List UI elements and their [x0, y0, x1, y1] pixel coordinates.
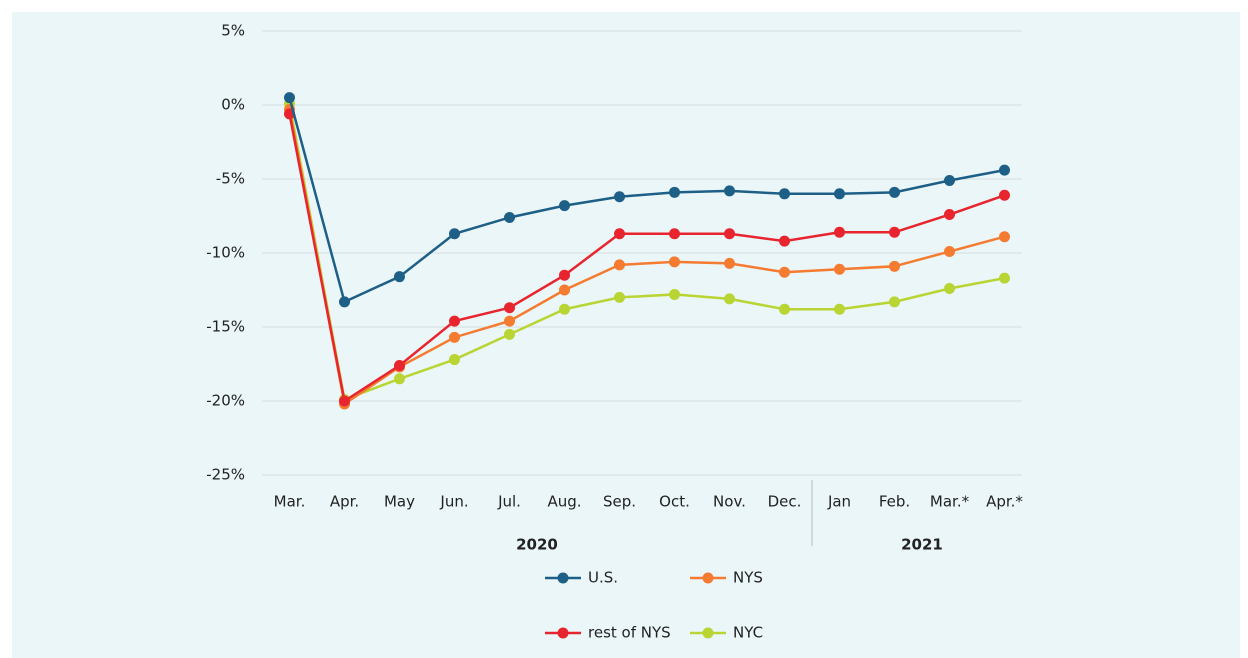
point: [394, 373, 405, 385]
point: [394, 359, 405, 371]
series-line: [288, 113, 1005, 404]
x-tick-label: Mar.*: [930, 493, 970, 511]
point: [889, 226, 900, 238]
legend-dot: [702, 627, 714, 639]
point: [559, 284, 570, 296]
point: [669, 256, 680, 268]
point: [779, 303, 790, 315]
point: [284, 92, 295, 104]
series-line: [288, 97, 1005, 304]
point: [944, 283, 955, 295]
point: [449, 354, 460, 366]
legend-label: NYS: [733, 569, 763, 587]
point: [504, 315, 515, 327]
point: [339, 395, 350, 407]
x-tick-label: Aug.: [547, 493, 581, 511]
y-tick-label: -5%: [216, 170, 245, 188]
x-tick-label: Apr.: [330, 493, 359, 511]
legend-label: U.S.: [588, 569, 618, 587]
x-tick-label: Jun.: [439, 493, 468, 511]
point: [834, 226, 845, 238]
x-tick-label: Nov.: [713, 493, 746, 511]
point: [889, 296, 900, 308]
point: [724, 185, 735, 197]
point: [504, 302, 515, 314]
point: [999, 272, 1010, 284]
point: [779, 188, 790, 200]
point: [779, 266, 790, 278]
x-tick-label: May: [384, 493, 415, 511]
legend-dot: [557, 627, 569, 639]
chart-background: [12, 12, 1240, 658]
point: [779, 235, 790, 247]
point: [339, 296, 350, 308]
point: [614, 228, 625, 240]
x-tick-label: Feb.: [879, 493, 910, 511]
y-tick-label: -20%: [206, 392, 245, 410]
y-tick-label: 5%: [221, 22, 245, 40]
point: [834, 263, 845, 275]
point: [559, 200, 570, 212]
point: [724, 257, 735, 269]
legend-dot: [557, 572, 569, 584]
point: [944, 246, 955, 258]
point: [999, 231, 1010, 243]
point: [889, 260, 900, 272]
x-tick-label: Mar.: [274, 493, 306, 511]
legend-label: rest of NYS: [588, 624, 671, 642]
x-tick-label: Jan: [827, 493, 851, 511]
x-tick-label: Dec.: [768, 493, 802, 511]
point: [504, 211, 515, 223]
legend-dot: [702, 572, 714, 584]
point: [724, 228, 735, 240]
point: [999, 164, 1010, 176]
x-tick-label: Jul.: [497, 493, 521, 511]
point: [614, 191, 625, 203]
point: [449, 315, 460, 327]
point: [889, 186, 900, 198]
point: [669, 186, 680, 198]
point: [449, 228, 460, 240]
point: [834, 303, 845, 315]
point: [999, 189, 1010, 201]
y-tick-label: -25%: [206, 466, 245, 484]
year-label: 2020: [516, 536, 558, 554]
point: [669, 228, 680, 240]
y-tick-label: -15%: [206, 318, 245, 336]
point: [669, 288, 680, 300]
x-tick-label: Sep.: [603, 493, 636, 511]
point: [559, 269, 570, 281]
legend-label: NYC: [733, 624, 763, 642]
point: [394, 271, 405, 283]
point: [449, 331, 460, 343]
y-tick-label: -10%: [206, 244, 245, 262]
series-line: [288, 103, 1005, 402]
point: [944, 209, 955, 221]
point: [614, 291, 625, 303]
series-line: [288, 109, 1005, 407]
x-tick-label: Apr.*: [986, 493, 1023, 511]
point: [834, 188, 845, 200]
year-label: 2021: [901, 536, 943, 554]
point: [944, 174, 955, 186]
x-tick-label: Oct.: [659, 493, 690, 511]
point: [614, 259, 625, 271]
point: [504, 328, 515, 340]
y-tick-label: 0%: [221, 96, 245, 114]
point: [724, 293, 735, 305]
point: [559, 303, 570, 315]
